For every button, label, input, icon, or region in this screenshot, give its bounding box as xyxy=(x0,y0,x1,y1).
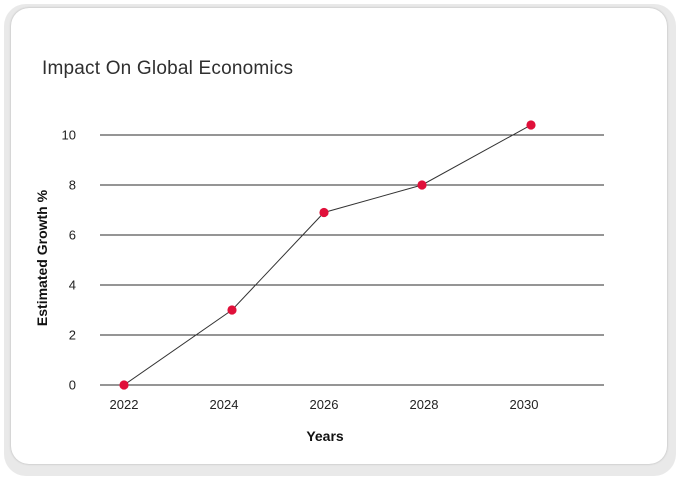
data-point-2030[interactable] xyxy=(526,120,536,130)
x-axis-label: Years xyxy=(306,428,344,444)
y-tick-label: 0 xyxy=(69,378,76,393)
x-tick-label: 2022 xyxy=(110,397,139,412)
data-point-2022[interactable] xyxy=(119,380,129,390)
x-tick-label: 2024 xyxy=(210,397,239,412)
y-tick-label: 2 xyxy=(69,328,76,343)
y-axis-label: Estimated Growth % xyxy=(34,189,50,326)
x-tick-label: 2026 xyxy=(310,397,339,412)
series-layer xyxy=(119,120,536,390)
y-tick-label: 6 xyxy=(69,228,76,243)
gridlines xyxy=(100,134,604,386)
chart-card: Impact On Global Economics xyxy=(11,8,667,464)
x-tick-label: 2028 xyxy=(410,397,439,412)
data-point-2024[interactable] xyxy=(227,305,237,315)
y-tick-label: 8 xyxy=(69,178,76,193)
series-line xyxy=(123,124,532,386)
chart-title: Impact On Global Economics xyxy=(42,58,294,79)
x-axis-ticks: 2022 2024 2026 2028 2030 xyxy=(110,397,539,412)
y-tick-label: 10 xyxy=(62,128,76,143)
data-point-2028[interactable] xyxy=(417,180,427,190)
y-axis-ticks: 0 2 4 6 8 10 xyxy=(62,128,76,393)
data-point-2026[interactable] xyxy=(319,207,329,218)
x-tick-label: 2030 xyxy=(510,397,539,412)
y-tick-label: 4 xyxy=(69,278,76,293)
